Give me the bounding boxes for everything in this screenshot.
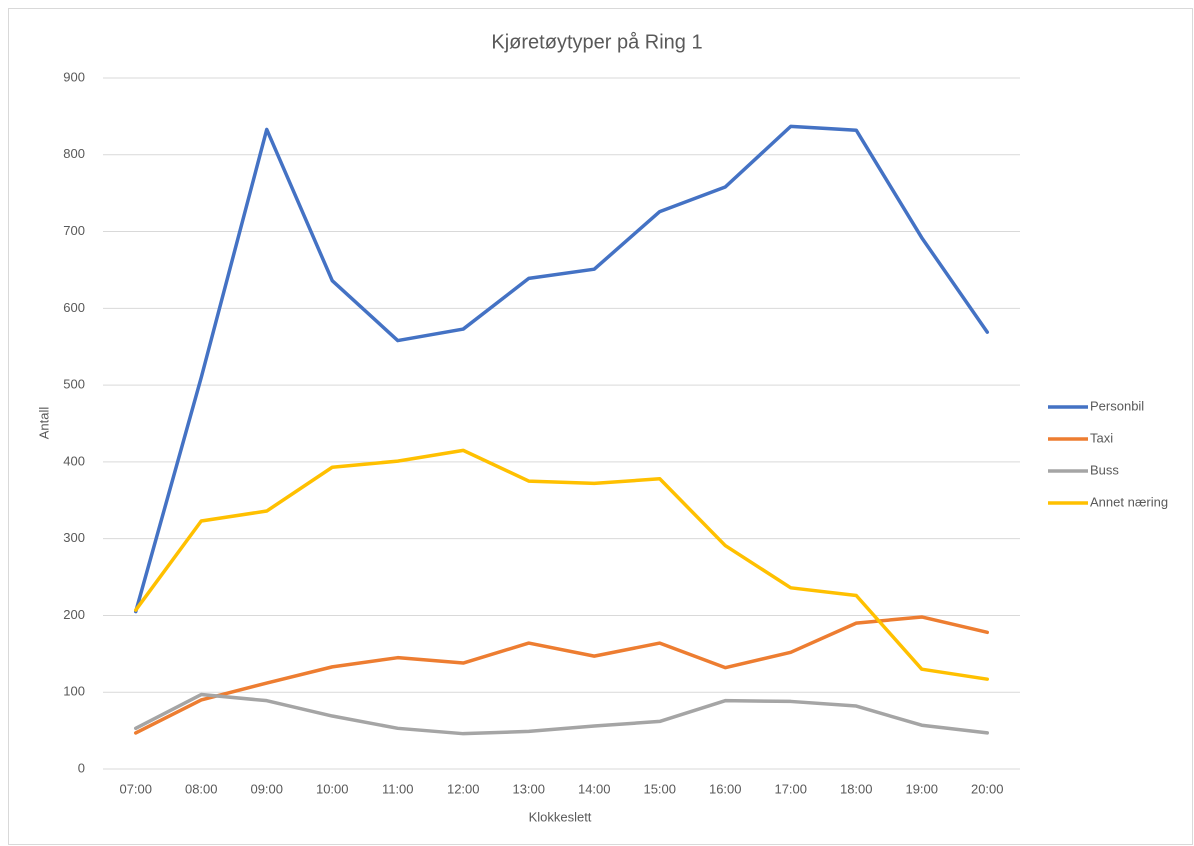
legend-label: Annet næring: [1090, 494, 1168, 509]
x-tick-label: 10:00: [316, 781, 349, 796]
y-tick-label: 0: [78, 760, 85, 775]
y-tick-label: 800: [63, 146, 85, 161]
y-tick-label: 300: [63, 530, 85, 545]
y-axis-label: Antall: [36, 407, 51, 440]
x-tick-label: 19:00: [905, 781, 938, 796]
y-tick-label: 200: [63, 607, 85, 622]
x-tick-label: 11:00: [382, 781, 414, 796]
series-line: [134, 448, 989, 681]
series-line: [134, 615, 989, 735]
x-tick-label: 12:00: [447, 781, 480, 796]
x-tick-label: 16:00: [709, 781, 742, 796]
x-tick-label: 18:00: [840, 781, 873, 796]
x-tick-label: 07:00: [119, 781, 152, 796]
y-tick-label: 100: [63, 684, 85, 699]
legend-label: Taxi: [1090, 430, 1113, 445]
legend-label: Personbil: [1090, 398, 1144, 413]
x-axis-label: Klokkeslett: [529, 809, 592, 824]
x-tick-label: 20:00: [971, 781, 1004, 796]
x-tick-label: 08:00: [185, 781, 218, 796]
x-tick-label: 17:00: [774, 781, 807, 796]
chart-frame: [8, 8, 1193, 845]
y-tick-label: 900: [63, 69, 85, 84]
x-tick-label: 13:00: [512, 781, 545, 796]
legend-label: Buss: [1090, 462, 1119, 477]
x-tick-label: 14:00: [578, 781, 611, 796]
y-tick-label: 400: [63, 453, 85, 468]
x-tick-label: 15:00: [643, 781, 676, 796]
x-tick-label: 09:00: [250, 781, 283, 796]
series-line: [134, 692, 989, 736]
y-tick-label: 700: [63, 223, 85, 238]
chart-title: Kjøretøytyper på Ring 1: [491, 31, 702, 53]
y-tick-label: 500: [63, 377, 85, 392]
y-tick-label: 600: [63, 300, 85, 315]
series-line: [134, 124, 989, 614]
